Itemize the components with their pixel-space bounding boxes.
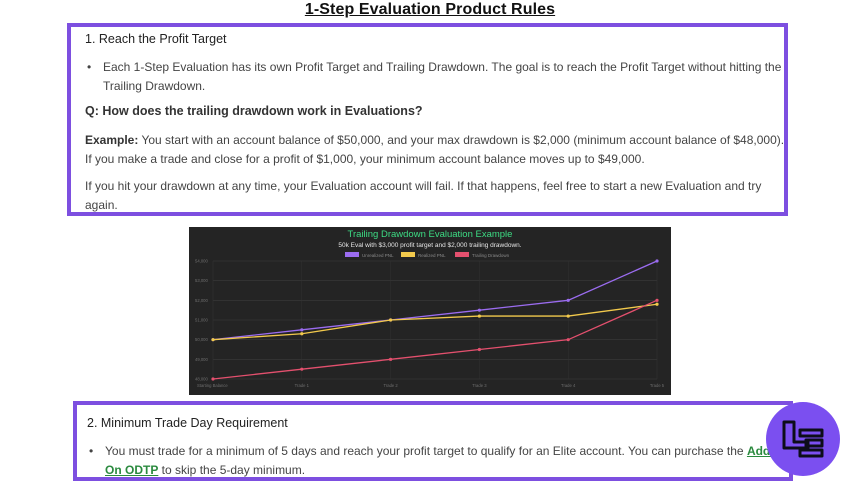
- profit-target-bullets: Each 1-Step Evaluation has its own Profi…: [85, 58, 785, 96]
- series-line-1: [212, 260, 658, 341]
- data-point: [300, 367, 304, 371]
- data-point: [477, 347, 481, 352]
- faq-question: Q: How does the trailing drawdown work i…: [85, 104, 423, 118]
- example-label: Example:: [85, 133, 139, 147]
- data-point: [655, 298, 659, 302]
- data-point: [655, 259, 659, 263]
- minimum-trade-day-section: 2. Minimum Trade Day Requirement You mus…: [73, 401, 793, 481]
- y-tick-label: 52,000: [195, 298, 208, 303]
- brand-logo: [766, 402, 840, 476]
- y-tick-label: 48,000: [195, 377, 208, 382]
- data-point: [300, 332, 304, 336]
- y-tick-label: 50,000: [195, 337, 208, 342]
- list-item: Each 1-Step Evaluation has its own Profi…: [85, 58, 785, 96]
- legend-swatch: [455, 252, 469, 257]
- chart-title: Trailing Drawdown Evaluation Example: [348, 229, 513, 240]
- y-tick-label: 51,000: [195, 318, 208, 323]
- series-line-2: [212, 303, 658, 341]
- legend-swatch: [401, 252, 415, 257]
- y-tick-label: 53,000: [195, 278, 208, 283]
- legend-swatch: [345, 252, 359, 257]
- data-point: [566, 338, 570, 342]
- data-point: [566, 314, 570, 318]
- legend-label: Realized PNL: [418, 253, 446, 258]
- trailing-drawdown-chart: Trailing Drawdown Evaluation Example 50k …: [189, 227, 671, 395]
- section-heading-profit-target: 1. Reach the Profit Target: [85, 32, 227, 46]
- fail-paragraph: If you hit your drawdown at any time, yo…: [85, 179, 762, 212]
- y-tick-label: 54,000: [195, 259, 208, 264]
- data-point: [477, 308, 481, 312]
- bullet-text-post: to skip the 5-day minimum.: [158, 463, 306, 477]
- data-point: [655, 302, 659, 306]
- minimum-trade-day-bullets: You must trade for a minimum of 5 days a…: [87, 442, 787, 480]
- x-tick-label: Trade 1: [295, 383, 310, 388]
- data-point: [211, 377, 215, 381]
- x-tick-label: Trade 2: [383, 383, 398, 388]
- data-point: [389, 318, 393, 322]
- x-tick-label: Trade 3: [472, 383, 487, 388]
- data-point: [300, 328, 304, 332]
- data-point: [211, 338, 215, 342]
- legend-label: Trailing Drawdown: [472, 253, 510, 258]
- section-heading-minimum-trade-day: 2. Minimum Trade Day Requirement: [87, 416, 288, 430]
- chart-svg: Trailing Drawdown Evaluation Example 50k …: [195, 229, 665, 388]
- brand-logo-icon: [782, 420, 824, 458]
- x-tick-label: Trade 5: [650, 383, 665, 388]
- data-point: [389, 357, 393, 361]
- x-tick-label: Starting Balance: [197, 383, 228, 388]
- chart-subtitle: 50k Eval with $3,000 profit target and $…: [338, 242, 521, 249]
- legend-label: Unrealized PNL: [362, 253, 394, 258]
- x-tick-label: Trade 4: [561, 383, 576, 388]
- page-title: 1-Step Evaluation Product Rules: [304, 1, 556, 18]
- data-point: [477, 314, 481, 318]
- list-item: You must trade for a minimum of 5 days a…: [87, 442, 787, 480]
- example-text: You start with an account balance of $50…: [85, 133, 785, 166]
- profit-target-section: 1. Reach the Profit Target Each 1-Step E…: [67, 23, 788, 216]
- series-line-3: [212, 299, 658, 380]
- example-paragraph: Example: You start with an account balan…: [85, 131, 785, 169]
- bullet-text-pre: You must trade for a minimum of 5 days a…: [105, 444, 747, 458]
- data-point: [566, 298, 570, 302]
- y-tick-label: 49,000: [195, 357, 208, 362]
